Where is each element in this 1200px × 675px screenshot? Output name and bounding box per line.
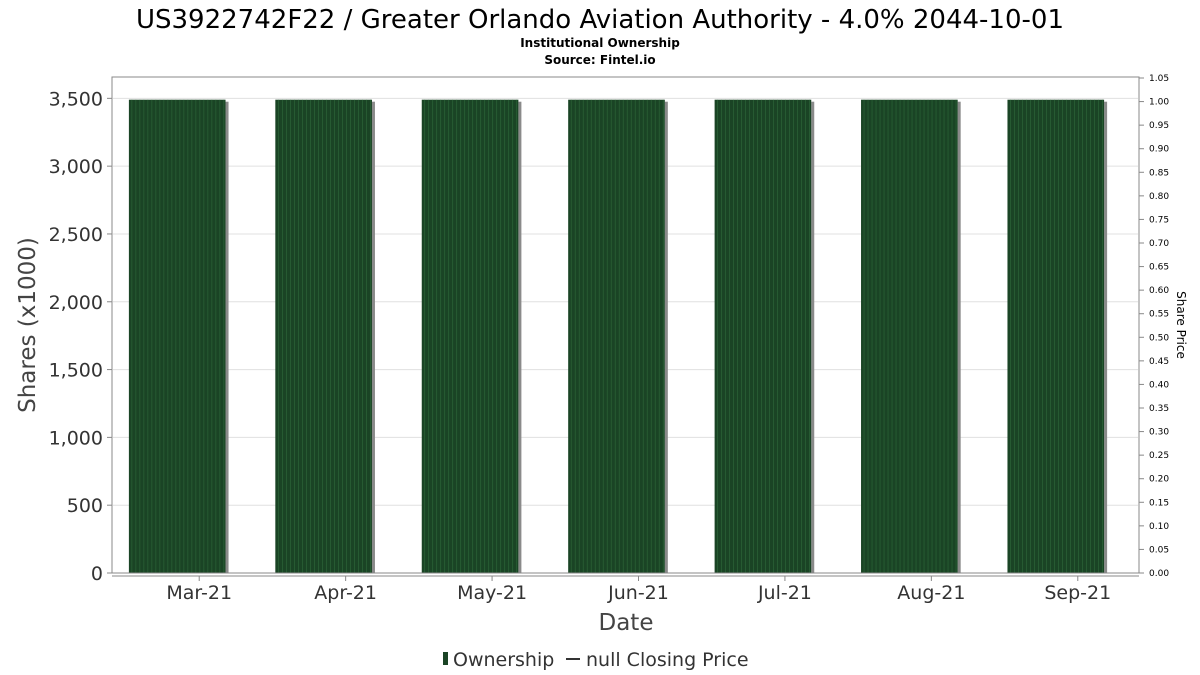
bar-shadow [371, 101, 375, 573]
legend-ownership-marker [443, 652, 448, 665]
y2-tick-label: 0.00 [1149, 569, 1169, 579]
x-tick-label: Jun-21 [607, 582, 669, 604]
bar [421, 99, 519, 573]
y-tick-label: 2,500 [49, 224, 103, 246]
y-tick-label: 2,000 [49, 292, 103, 314]
plot-frame [111, 76, 1140, 574]
x-tick-label: Aug-21 [897, 582, 965, 604]
y2-tick-label: 0.35 [1149, 404, 1169, 414]
legend-price-label: null Closing Price [586, 649, 749, 671]
y2-tick-label: 0.90 [1149, 145, 1169, 155]
y2-tick-label: 0.95 [1149, 121, 1169, 131]
y2-tick-label: 0.05 [1149, 545, 1169, 555]
y2-axis-label: Share Price [1174, 291, 1188, 359]
bar [275, 99, 372, 573]
y2-tick-label: 0.50 [1149, 333, 1169, 343]
y2-tick-label: 0.70 [1149, 239, 1169, 249]
x-tick-label: May-21 [457, 582, 527, 604]
bar-shadow [957, 101, 961, 573]
x-ticks: Mar-21 Apr-21 May-21 Jun-21 Jul-21 Aug-21 Sep-… [166, 576, 1111, 604]
bar [1007, 99, 1105, 573]
y2-tick-label: 1.05 [1149, 74, 1169, 84]
right-y-ticks: 0.00 0.05 0.10 0.15 0.20 0.25 0.30 0.35 0.40 0.45… [1139, 74, 1169, 579]
y2-tick-label: 1.00 [1149, 98, 1169, 108]
y2-tick-label: 0.55 [1149, 310, 1169, 320]
y2-tick-label: 0.25 [1149, 451, 1169, 461]
y-tick-label: 3,000 [49, 156, 103, 178]
y-tick-label: 1,500 [49, 360, 103, 382]
x-tick-label: Apr-21 [314, 582, 377, 604]
left-y-ticks: 0 500 1,000 1,500 2,000 2,500 3,000 3,500 [49, 88, 112, 585]
y2-tick-label: 0.75 [1149, 215, 1169, 225]
y-tick-label: 500 [67, 495, 103, 517]
bar-shadow [664, 101, 668, 573]
y2-tick-label: 0.40 [1149, 380, 1169, 390]
y-tick-label: 0 [91, 563, 103, 585]
bars [128, 99, 1108, 573]
y2-tick-label: 0.20 [1149, 475, 1169, 485]
x-axis-label: Date [599, 610, 654, 636]
chart-subtitle: Institutional Ownership [520, 36, 680, 50]
y-axis-label: Shares (x1000) [15, 237, 41, 413]
y2-tick-label: 0.80 [1149, 192, 1169, 202]
bar-shadow [518, 101, 522, 573]
x-tick-label: Jul-21 [757, 582, 812, 604]
y-tick-label: 3,500 [49, 88, 103, 110]
y-tick-label: 1,000 [49, 427, 103, 449]
bar [861, 99, 958, 573]
chart-source: Source: Fintel.io [544, 53, 655, 67]
x-tick-label: Mar-21 [166, 582, 232, 604]
chart-title: US3922742F22 / Greater Orlando Aviation … [136, 5, 1064, 35]
y2-tick-label: 0.30 [1149, 428, 1169, 438]
bar-shadow [225, 101, 229, 573]
legend: Ownership null Closing Price [443, 649, 749, 671]
legend-ownership-label: Ownership [453, 649, 554, 671]
y2-tick-label: 0.45 [1149, 357, 1169, 367]
bar [714, 99, 812, 573]
y2-tick-label: 0.60 [1149, 286, 1169, 296]
y2-tick-label: 0.85 [1149, 168, 1169, 178]
y2-tick-label: 0.10 [1149, 522, 1169, 532]
bar-shadow [1104, 101, 1108, 573]
y2-tick-label: 0.15 [1149, 498, 1169, 508]
bar [568, 99, 665, 573]
x-tick-label: Sep-21 [1044, 582, 1111, 604]
y2-tick-label: 0.65 [1149, 263, 1169, 273]
bar [128, 99, 226, 573]
bar-shadow [811, 101, 815, 573]
